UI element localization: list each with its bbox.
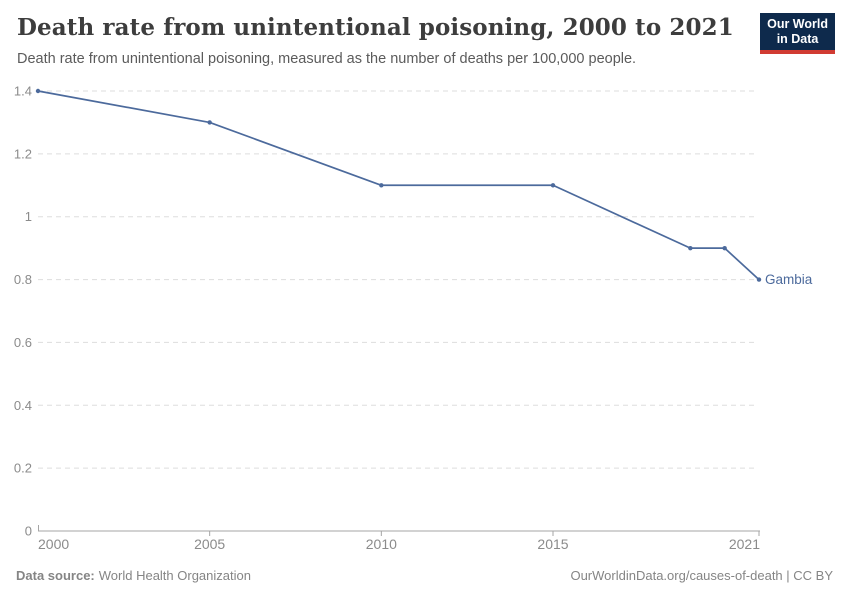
svg-text:0.4: 0.4 [14,398,32,413]
chart-footer: Data source: World Health Organization Ou… [16,568,833,583]
y-axis-labels: 0 0.2 0.4 0.6 0.8 1 1.2 1.4 [14,84,32,539]
svg-text:1.4: 1.4 [14,84,32,99]
data-point[interactable] [550,183,556,188]
page-title: Death rate from unintentional poisoning,… [17,14,734,41]
data-point[interactable] [35,88,41,94]
x-axis [38,525,760,536]
data-point[interactable] [756,277,762,282]
svg-text:2021: 2021 [729,536,760,552]
data-point[interactable] [207,120,212,125]
data-source: Data source: World Health Organization [16,568,251,583]
series-line[interactable] [37,90,760,281]
svg-text:2005: 2005 [194,536,225,552]
data-source-value: World Health Organization [98,568,251,583]
series-gambia[interactable]: Gambia [35,88,813,287]
data-point[interactable] [722,245,727,251]
owid-logo-line1: Our World [767,17,828,31]
y-gridlines [38,90,757,469]
data-point[interactable] [688,245,693,251]
svg-text:2000: 2000 [38,536,69,552]
svg-text:0.2: 0.2 [14,461,32,476]
chart-subtitle: Death rate from unintentional poisoning,… [17,51,637,67]
svg-text:2015: 2015 [537,536,568,552]
svg-text:1.2: 1.2 [14,146,32,161]
entity-label[interactable]: Gambia [765,272,813,287]
svg-text:0: 0 [25,524,32,539]
data-source-label: Data source: [16,568,95,583]
svg-text:0.8: 0.8 [14,272,32,287]
svg-text:0.6: 0.6 [14,335,32,350]
credit-link[interactable]: OurWorldinData.org/causes-of-death | CC … [570,568,833,583]
svg-text:1: 1 [25,209,32,224]
owid-logo[interactable]: Our World in Data [760,13,835,54]
svg-text:2010: 2010 [366,536,397,552]
x-axis-labels: 2000 2005 2010 2015 2021 [38,536,760,552]
data-point[interactable] [379,183,384,188]
owid-logo-line2: in Data [776,32,819,46]
